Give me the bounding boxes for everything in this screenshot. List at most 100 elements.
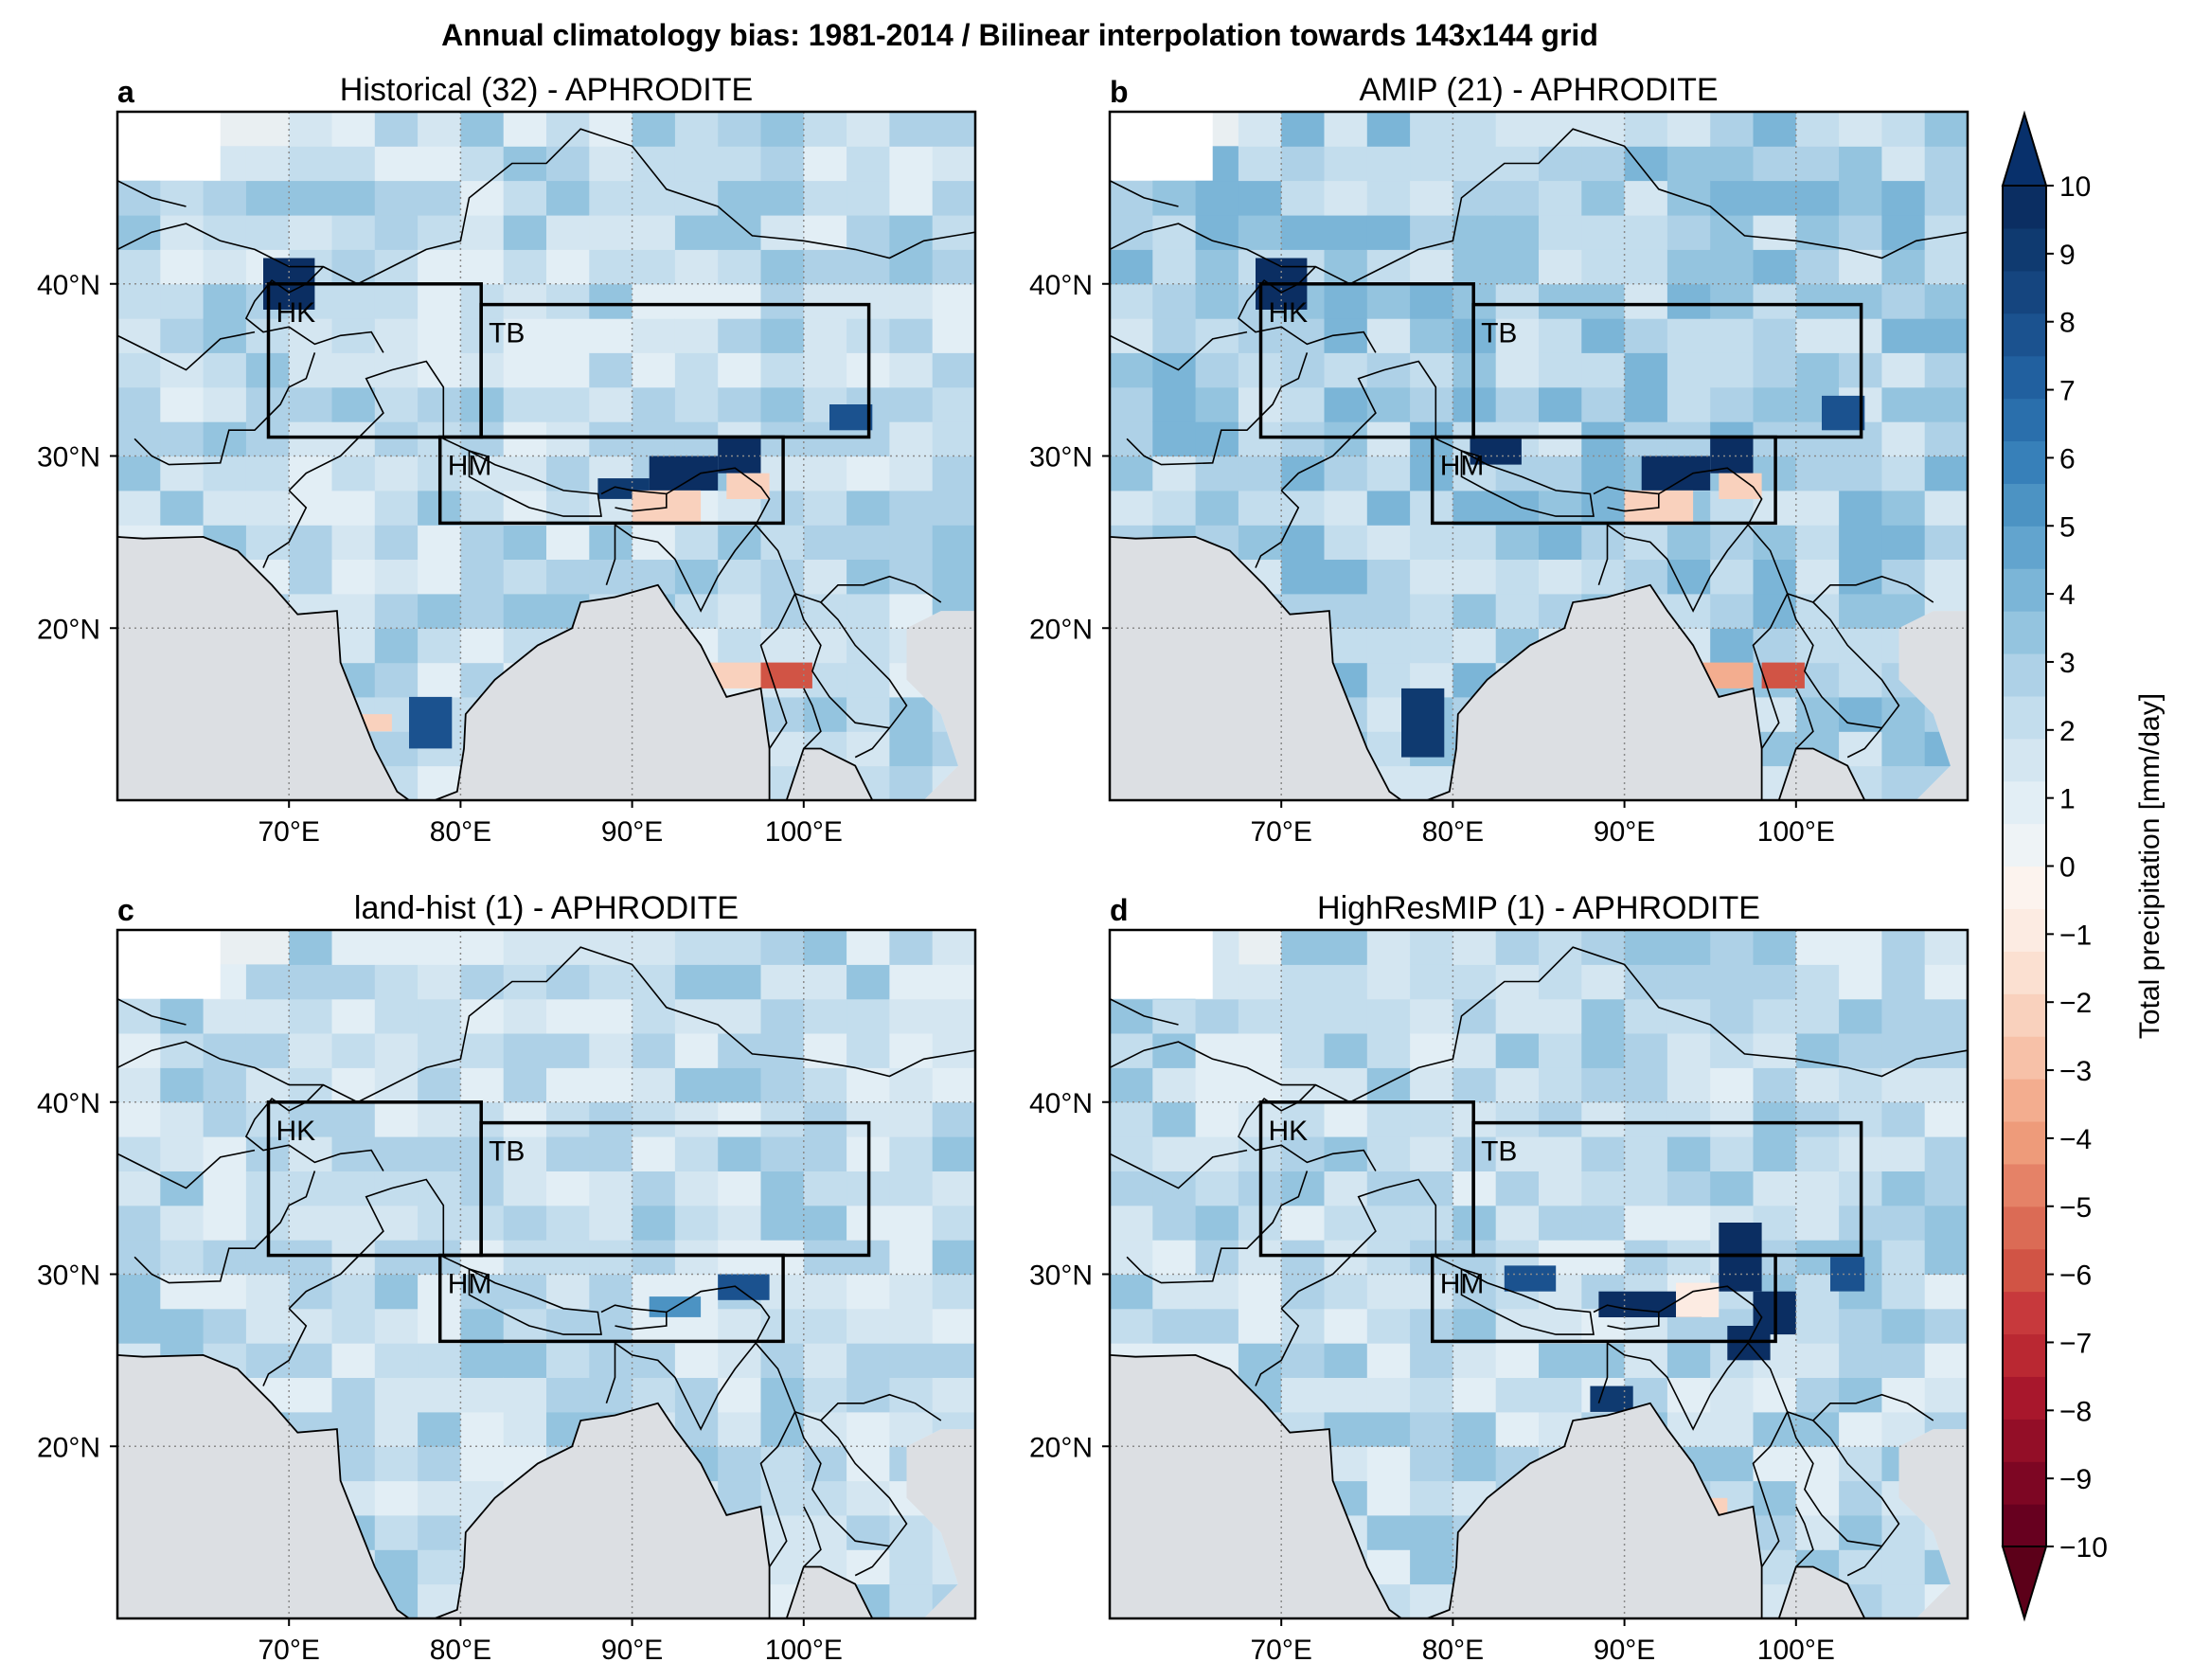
bias-cell [460, 525, 505, 560]
map-panels: HK TB HM 70°E 80°E 90°E 100°E 40°N 30°N 20°N a Hist… [37, 72, 1969, 1666]
bias-cell [1281, 1377, 1325, 1413]
bias-cell [1281, 180, 1325, 216]
bias-cell [1152, 283, 1197, 319]
bias-cell [331, 283, 376, 319]
bias-cell [889, 1514, 934, 1550]
bias-cell [1495, 490, 1540, 526]
colorbar-segment [2003, 1036, 2046, 1080]
bias-cell [1924, 1240, 1968, 1275]
bias-highlight-cell [718, 438, 761, 474]
bias-cell [1881, 421, 1926, 456]
bias-cell [546, 386, 590, 422]
bias-cell [546, 1308, 590, 1344]
country-border [262, 490, 308, 568]
bias-cell [1366, 1033, 1411, 1068]
bias-cell [203, 456, 247, 491]
y-tick-label: 40°N [37, 1088, 100, 1119]
bias-cell [1581, 1343, 1626, 1378]
bias-cell [1495, 593, 1540, 629]
bias-cell [718, 525, 761, 560]
map-panel-d: HK TB HM 70°E 80°E 90°E 100°E 40°N 30°N 20°N d High… [1029, 890, 1969, 1666]
bias-cell [847, 696, 890, 732]
bias-cell [117, 283, 161, 319]
bias-cell [374, 930, 419, 965]
bias-cell [1195, 180, 1239, 216]
bias-cell [1581, 1067, 1626, 1103]
bias-cell [1881, 1205, 1926, 1241]
bias-cell [1581, 525, 1626, 560]
bias-cell [1581, 249, 1626, 285]
bias-cell [418, 249, 461, 285]
colorbar-tick-label: 10 [2059, 171, 2091, 203]
bias-cell [1753, 1377, 1797, 1413]
bias-cell [546, 998, 590, 1034]
bias-cell [1924, 1274, 1968, 1310]
bias-cell [1110, 1274, 1153, 1310]
bias-cell [1539, 215, 1582, 250]
country-border [117, 997, 187, 1026]
colorbar-segment [2003, 611, 2046, 654]
bias-cell [1281, 146, 1325, 182]
bias-cell [847, 1308, 890, 1344]
bias-cell [117, 456, 161, 491]
bias-cell [760, 964, 805, 1000]
x-tick-label: 90°E [601, 816, 663, 848]
bias-cell [374, 352, 419, 388]
bias-cell [1581, 283, 1626, 319]
bias-cell [1753, 1514, 1797, 1550]
bias-cell [1666, 215, 1711, 250]
bias-cell [1495, 318, 1540, 353]
bias-cell [1366, 456, 1411, 491]
bias-cell [1581, 318, 1626, 353]
bias-cell [1924, 1205, 1968, 1241]
bias-cell [1881, 1033, 1926, 1068]
colorbar-segment [2003, 1163, 2046, 1207]
bias-cell [674, 421, 719, 456]
bias-cell [889, 318, 934, 353]
bias-cell [203, 352, 247, 388]
region-box-hm [1430, 1253, 1777, 1344]
country-border [117, 946, 975, 1103]
bias-cell [503, 1033, 547, 1068]
colorbar-tick-label: 5 [2059, 511, 2076, 543]
bias-cell [1710, 1377, 1754, 1413]
bias-cell [1238, 1067, 1282, 1103]
bias-cell [1539, 1377, 1582, 1413]
bias-cell [1581, 490, 1626, 526]
bias-cell [1924, 525, 1968, 560]
bias-cell [1281, 1274, 1325, 1310]
country-border [1747, 1342, 1934, 1421]
bias-cell [1924, 456, 1968, 491]
bias-cell [1881, 146, 1926, 182]
country-border [117, 1149, 256, 1189]
bias-cell [1410, 998, 1453, 1034]
bias-cell [760, 930, 805, 965]
bias-cell [203, 215, 247, 250]
bias-cell [117, 1067, 161, 1103]
bias-cell [503, 421, 547, 456]
bias-highlight-cell [1401, 688, 1445, 758]
bias-cell [203, 386, 247, 422]
bias-cell [160, 1033, 205, 1068]
panel-letter: c [117, 893, 134, 927]
bias-cell [1924, 1377, 1968, 1413]
bias-cell [374, 525, 419, 560]
bias-cell [632, 1033, 676, 1068]
bias-cell [546, 1033, 590, 1068]
bias-cell [1924, 112, 1968, 147]
bias-cell [932, 318, 975, 353]
bias-cell [289, 112, 332, 147]
country-border [1752, 593, 1789, 749]
bias-cell [803, 1377, 847, 1413]
bias-cell [674, 998, 719, 1034]
bias-cell [117, 249, 161, 285]
x-tick-label: 90°E [1594, 1635, 1655, 1666]
bias-cell [1839, 215, 1882, 250]
bias-cell [674, 386, 719, 422]
bias-cell [245, 456, 290, 491]
bias-cell [418, 1343, 461, 1378]
bias-cell [1366, 1343, 1411, 1378]
bias-cell [503, 1136, 547, 1171]
bias-cell [1366, 490, 1411, 526]
bias-cell [589, 1067, 633, 1103]
